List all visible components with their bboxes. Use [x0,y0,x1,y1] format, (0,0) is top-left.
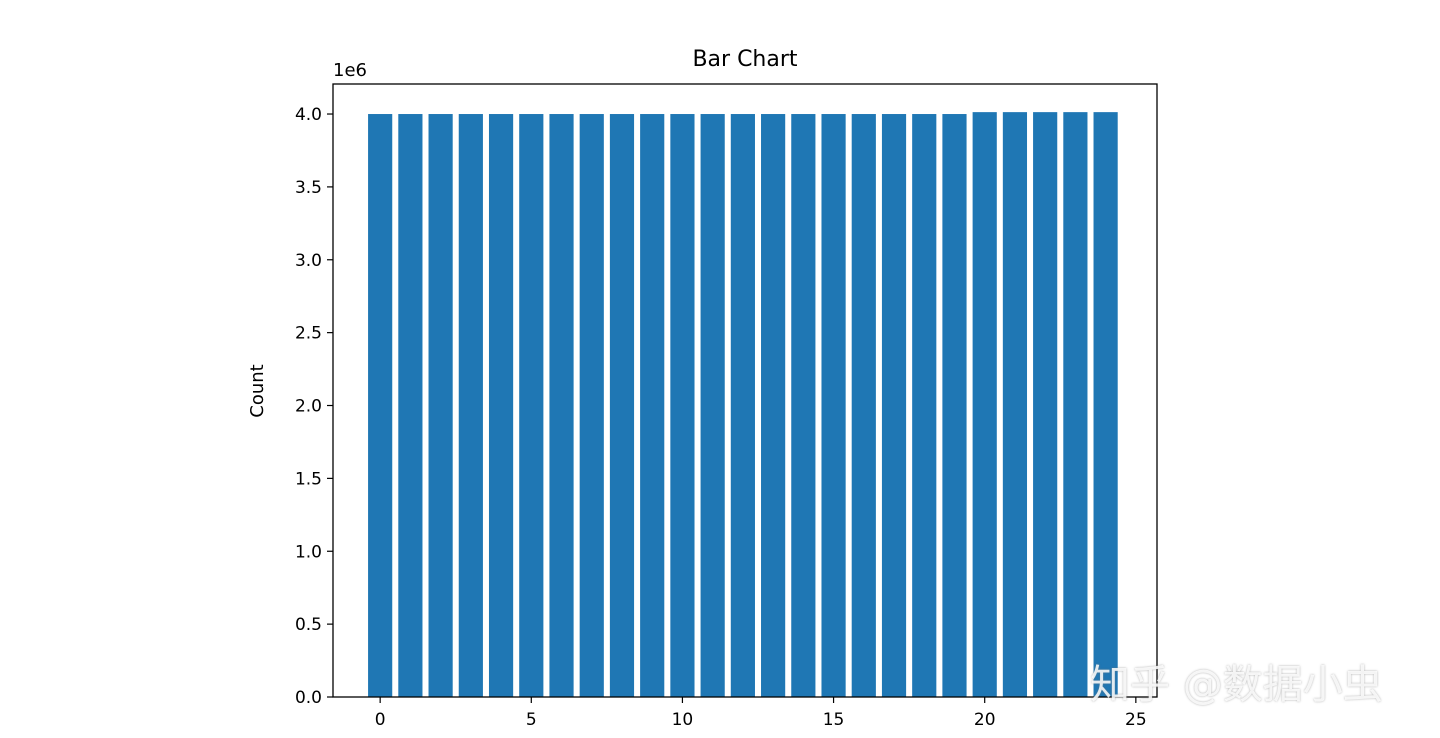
bar-16 [851,114,876,697]
bar-24 [1093,112,1118,698]
bar-5 [519,114,544,697]
x-tick-label: 5 [526,710,537,730]
y-axis-label: Count [247,364,268,417]
y-tick-label: 2.0 [295,397,322,417]
bar-8 [609,114,635,697]
y-tick-label: 0.0 [295,688,322,708]
bar-17 [881,114,907,697]
bar-10 [670,114,695,697]
y-tick-label: 2.5 [295,324,322,344]
x-tick-label: 10 [672,710,694,730]
y-tick-label: 0.5 [295,615,322,635]
bar-1 [398,114,423,697]
watermark: 知乎 @数据小虫 [1090,662,1383,708]
bar-4 [488,114,514,697]
bar-19 [942,114,967,697]
y-tick-label: 1.5 [295,469,322,489]
bar-9 [640,114,665,697]
bar-2 [428,114,453,697]
bar-6 [549,114,574,697]
x-tick-label: 0 [375,710,386,730]
x-tick-label: 15 [823,710,845,730]
bar-12 [730,114,755,697]
bar-15 [821,114,846,697]
bar-23 [1063,112,1088,698]
bar-11 [700,114,725,697]
bar-13 [761,114,786,697]
bar-21 [1002,112,1028,698]
y-tick-label: 3.5 [295,178,322,198]
x-tick-label: 25 [1125,710,1147,730]
y-tick-label: 1.0 [295,542,322,562]
bar-0 [368,114,393,697]
bar-22 [1033,112,1058,698]
chart-title: Bar Chart [692,47,797,72]
bar-7 [579,114,604,697]
y-tick-label: 4.0 [295,105,322,125]
y-tick-label: 3.0 [295,251,322,271]
bar-18 [912,114,937,697]
bar-3 [458,114,483,697]
y-offset-label: 1e6 [333,60,367,81]
plot-frame [332,83,1158,698]
bar-20 [972,112,997,698]
bar-14 [791,114,816,697]
x-tick-label: 20 [974,710,996,730]
